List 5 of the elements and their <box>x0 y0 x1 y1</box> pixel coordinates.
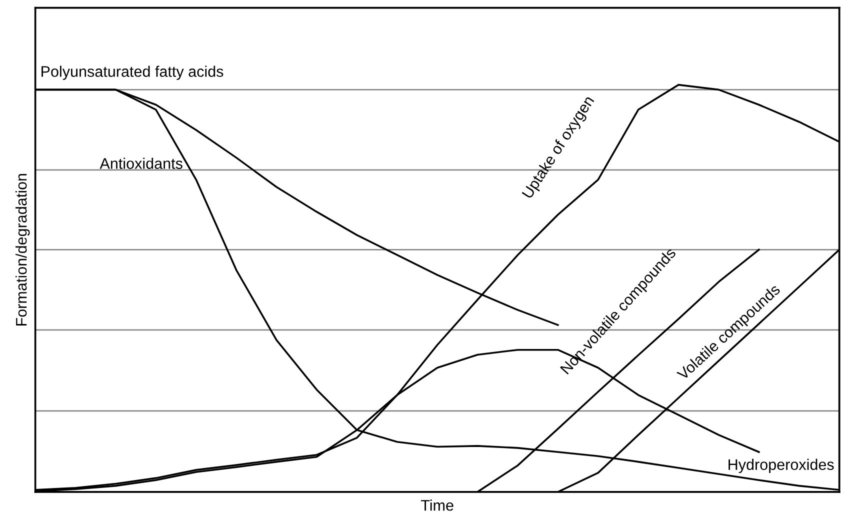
series-label: Polyunsaturated fatty acids <box>42 66 224 80</box>
x-axis-title: Time <box>420 500 454 511</box>
series-label: Hydroperoxides <box>728 458 834 474</box>
series-label: Antioxidants <box>100 158 182 169</box>
y-axis-title: Formation/degradation <box>16 174 30 326</box>
